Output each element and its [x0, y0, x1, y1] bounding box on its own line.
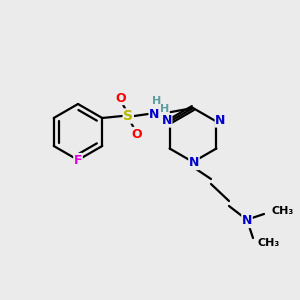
Text: S: S [123, 109, 133, 123]
Text: N: N [189, 157, 199, 169]
Text: N: N [149, 107, 159, 121]
Text: N: N [161, 114, 172, 127]
Text: H: H [152, 96, 161, 106]
Text: N: N [242, 214, 252, 227]
Text: H: H [160, 104, 169, 115]
Text: O: O [115, 92, 126, 104]
Text: O: O [131, 128, 142, 140]
Text: F: F [74, 154, 82, 166]
Text: N: N [215, 114, 226, 127]
Text: CH₃: CH₃ [271, 206, 293, 216]
Text: CH₃: CH₃ [257, 238, 279, 248]
